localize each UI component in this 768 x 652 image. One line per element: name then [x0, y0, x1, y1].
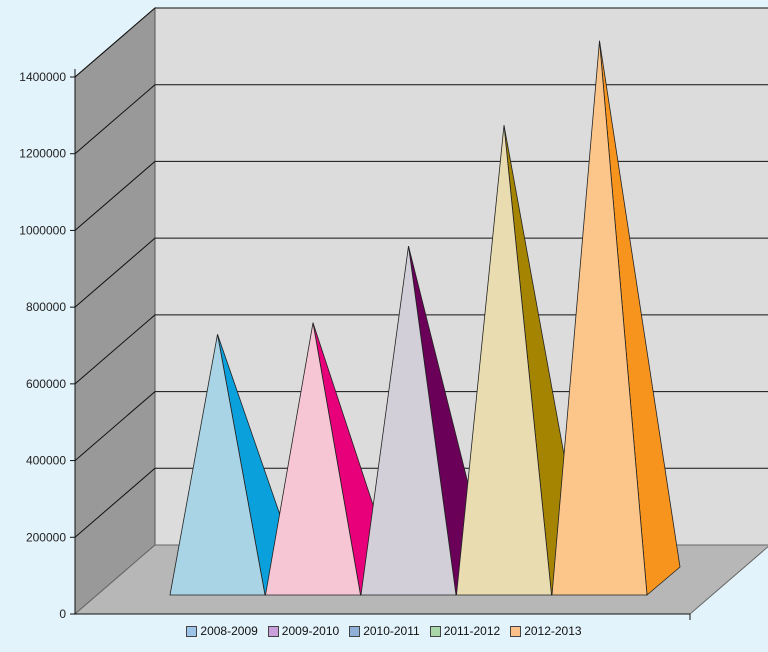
y-tick-label: 800000 [26, 300, 66, 314]
bar-front-face [551, 40, 648, 596]
gridline [74, 84, 768, 155]
gridline [74, 314, 768, 385]
bars [169, 40, 681, 596]
legend-swatch [349, 625, 361, 637]
legend-item: 2009-2010 [267, 624, 340, 638]
legend-label: 2009-2010 [281, 624, 340, 638]
legend: 2008-2009 2009-2010 2010-2011 2011-2012 2012… [0, 624, 768, 638]
bar-front-face [169, 334, 266, 596]
gridline [74, 391, 768, 461]
legend-swatch [510, 625, 522, 637]
bar-front-face [456, 125, 552, 596]
bar-front-face [360, 245, 457, 596]
legend-item: 2011-2012 [429, 624, 501, 638]
legend-label: 2011-2012 [443, 624, 501, 638]
gridline [74, 7, 768, 78]
legend-label: 2008-2009 [200, 624, 258, 638]
legend-item: 2012-2013 [510, 624, 582, 638]
bar-front-face [265, 322, 361, 596]
legend-swatch [429, 625, 441, 637]
legend-swatch [267, 625, 279, 637]
side-wall [74, 6, 156, 616]
y-axis: 0 200000 400000 600000 800000 1000000 1200000 1… [19, 69, 691, 621]
bar-2012-2013 [551, 40, 681, 596]
legend-item: 2010-2011 [349, 624, 420, 638]
y-tick-label: 600000 [26, 377, 66, 391]
y-tick-label: 1200000 [19, 147, 66, 161]
gridline [74, 237, 768, 308]
y-tick-label: 200000 [26, 530, 66, 544]
y-tick-label: 1000000 [19, 223, 66, 237]
gridline [74, 160, 768, 231]
y-tick-label: 0 [59, 607, 66, 621]
y-tick-label: 1400000 [19, 70, 66, 84]
legend-item: 2008-2009 [186, 624, 258, 638]
legend-label: 2012-2013 [524, 624, 582, 638]
gridlines [74, 7, 768, 538]
legend-label: 2010-2011 [363, 624, 420, 638]
y-tick-label: 400000 [26, 454, 66, 468]
legend-swatch [186, 625, 198, 637]
